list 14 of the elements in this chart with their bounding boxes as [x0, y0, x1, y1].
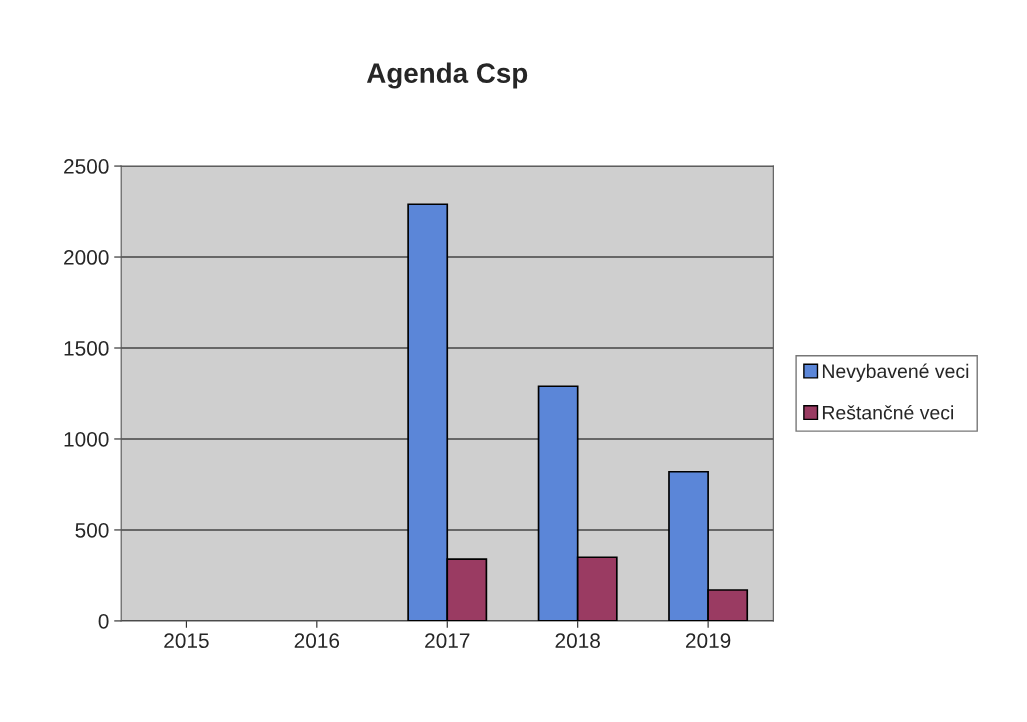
y-tick-label: 1500	[64, 341, 109, 356]
y-tick-label: 1000	[64, 431, 109, 447]
x-tick-label: 2019	[685, 633, 731, 649]
y-tick-label: 500	[75, 522, 109, 538]
chart-title: Agenda Csp	[366, 62, 528, 89]
y-tick-label: 0	[98, 613, 109, 629]
x-tick-label: 2018	[555, 633, 600, 649]
y-tick-label: 2500	[64, 159, 109, 174]
x-tick-label: 2016	[294, 633, 340, 649]
legend-label: Nevybavené veci	[822, 363, 969, 382]
x-tick-label: 2017	[425, 633, 470, 649]
x-tick-label: 2015	[164, 633, 209, 649]
legend-label: Reštančné veci	[822, 405, 953, 420]
y-tick-label: 2000	[64, 250, 109, 265]
